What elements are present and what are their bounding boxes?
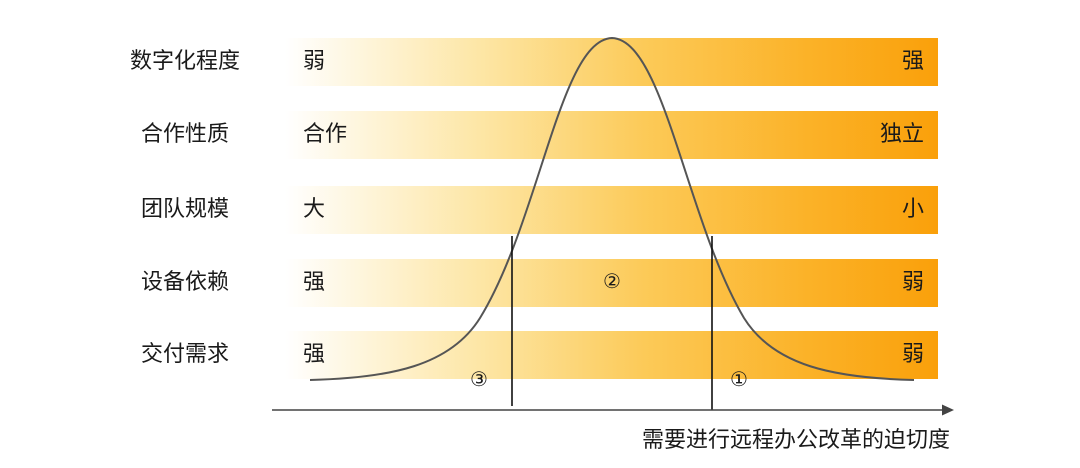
band-cooperation: 合作 独立 bbox=[285, 111, 938, 159]
band-right-label: 强 bbox=[901, 49, 924, 74]
band-right-label: 独立 bbox=[879, 122, 924, 147]
band-device-dependency: 强 弱 bbox=[285, 259, 938, 307]
band-right-label: 小 bbox=[901, 197, 924, 222]
band-right-label: 弱 bbox=[901, 270, 924, 295]
x-axis-label: 需要进行远程办公改革的迫切度 bbox=[641, 428, 950, 453]
bell-curve bbox=[309, 36, 915, 381]
row-label-digitalization: 数字化程度 bbox=[129, 49, 240, 74]
band-team-size: 大 小 bbox=[285, 186, 938, 234]
band-right-label: 弱 bbox=[901, 342, 924, 367]
region-label-one: ① bbox=[730, 367, 748, 391]
row-label-delivery-demand: 交付需求 bbox=[140, 342, 229, 367]
row-label-device-dependency: 设备依赖 bbox=[140, 270, 229, 295]
band-left-label: 合作 bbox=[303, 122, 348, 147]
band-left-label: 大 bbox=[303, 197, 326, 222]
band-left-label: 强 bbox=[303, 342, 326, 367]
row-label-cooperation: 合作性质 bbox=[140, 122, 229, 147]
region-label-three: ③ bbox=[470, 367, 488, 391]
region-label-two: ② bbox=[603, 269, 621, 293]
row-label-team-size: 团队规模 bbox=[140, 197, 229, 222]
band-left-label: 弱 bbox=[303, 49, 326, 74]
x-axis-arrowhead bbox=[942, 404, 954, 416]
band-digitalization: 弱 强 bbox=[285, 38, 938, 86]
band-left-label: 强 bbox=[303, 270, 326, 295]
